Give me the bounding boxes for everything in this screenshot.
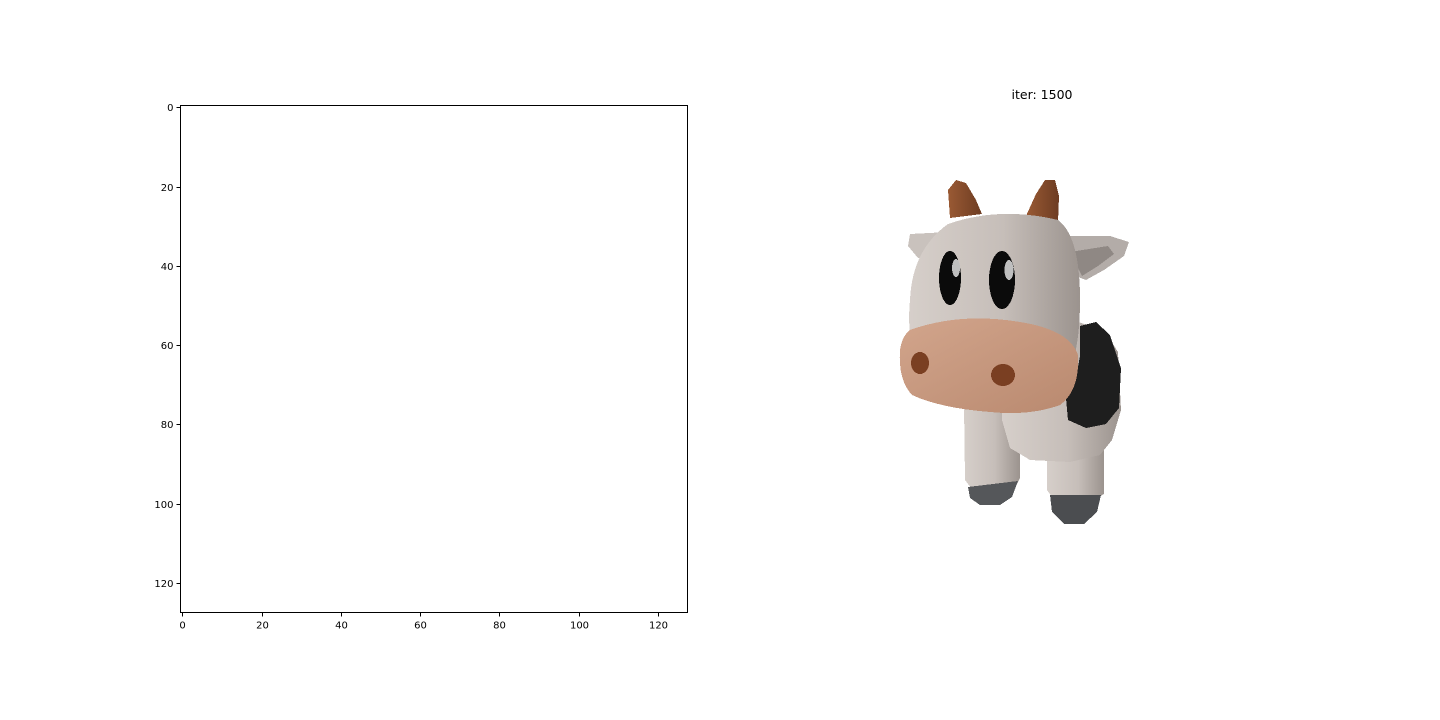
x-tick-label: 80 — [493, 621, 506, 632]
x-tick-label: 120 — [649, 621, 668, 632]
y-tick-label: 40 — [161, 262, 174, 273]
cow-right-eye — [989, 251, 1015, 309]
right-panel-title: iter: 1500 — [1012, 87, 1073, 102]
cow-left-eye — [939, 251, 961, 305]
cow-right-ear-inner — [1070, 246, 1114, 276]
x-tick-label: 40 — [335, 621, 348, 632]
cow-render — [899, 180, 1129, 524]
x-axis-ticks: 0 20 40 60 80 100 120 — [179, 612, 668, 632]
x-tick-label: 20 — [256, 621, 269, 632]
x-tick-label: 100 — [570, 621, 589, 632]
left-axes-frame — [180, 105, 688, 613]
cow-muzzle — [899, 318, 1079, 414]
cow-right-horn — [1026, 180, 1059, 222]
cow-left-hoof — [968, 481, 1018, 505]
y-tick-label: 120 — [154, 579, 173, 590]
y-axis-ticks: 0 20 40 60 80 100 120 — [154, 103, 181, 590]
y-tick-label: 80 — [161, 420, 174, 431]
cow-left-horn — [948, 180, 982, 218]
right-image-panel: iter: 1500 — [899, 87, 1129, 524]
y-tick-label: 100 — [154, 500, 173, 511]
x-tick-label: 0 — [179, 621, 185, 632]
cow-right-hoof — [1050, 495, 1101, 524]
cow-right-nostril — [991, 364, 1015, 386]
cow-left-nostril — [911, 352, 929, 374]
left-image-panel: 0 20 40 60 80 100 120 0 20 40 60 80 100 120 — [154, 103, 688, 632]
cow-right-eye-highlight — [1004, 260, 1014, 280]
x-tick-label: 60 — [414, 621, 427, 632]
cow-left-eye-highlight — [952, 259, 960, 277]
y-tick-label: 0 — [167, 103, 173, 114]
y-tick-label: 20 — [161, 183, 174, 194]
y-tick-label: 60 — [161, 341, 174, 352]
cow-black-spot — [1066, 322, 1121, 428]
